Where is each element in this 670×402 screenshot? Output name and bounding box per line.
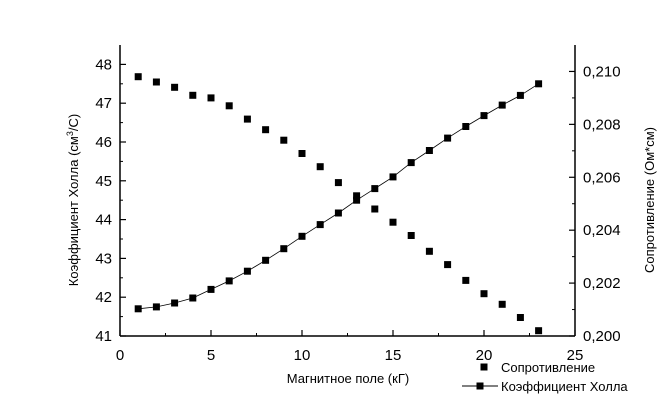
data-point-resistance [280,136,288,144]
y-left-tick-label: 46 [95,134,112,151]
y-axis-right-label: Сопротивление (Ом*см) [642,127,657,273]
x-tick-label: 5 [207,347,215,364]
data-point-resistance [389,218,397,226]
data-point-hall [498,101,506,109]
data-point-resistance [171,83,179,91]
data-point-resistance [516,314,524,321]
data-point-resistance [243,115,251,123]
data-point-resistance [189,91,197,99]
legend: Сопротивление Коэффициент Холла [462,360,628,394]
data-point-hall [516,91,524,99]
y-left-tick-label: 48 [95,56,112,73]
data-point-hall [371,185,379,193]
legend-marker-resistance [480,363,488,371]
data-point-resistance [207,94,215,102]
y-axis-left-label: Коэффициент Холла (см3/С) [65,114,81,286]
data-point-resistance [425,247,433,255]
data-point-hall [444,134,452,142]
data-point-resistance [225,102,233,110]
legend-marker-hall [476,382,484,390]
data-point-resistance [371,205,379,213]
y-right-tick-label: 0,206 [583,169,621,186]
data-point-resistance [480,290,488,298]
data-point-resistance [152,78,160,86]
legend-label-resistance: Сопротивление [501,360,595,375]
y-right-tick-label: 0,208 [583,116,621,133]
data-point-hall [134,305,142,313]
x-tick-label: 20 [476,347,493,364]
data-point-hall [280,245,288,253]
data-point-hall [462,123,470,130]
y-axis-left-label-sup: 3 [65,131,75,136]
y-left-tick-label: 42 [95,289,112,306]
y-right-tick-label: 0,210 [583,63,621,80]
x-tick-label: 15 [385,347,402,364]
data-point-resistance [316,163,324,171]
data-point-resistance [498,300,506,308]
legend-label-hall: Коэффициент Холла [501,379,628,394]
data-point-resistance [353,192,361,200]
x-axis-label: Магнитное поле (кГ) [287,371,409,386]
data-point-hall [189,294,197,302]
data-point-resistance [407,232,415,239]
data-point-hall [243,267,251,275]
data-point-resistance [134,73,142,81]
data-point-hall [152,303,160,311]
y-left-tick-label: 41 [95,328,112,345]
y-right-tick-label: 0,200 [583,328,621,345]
data-point-hall [480,112,488,120]
series-layer [134,73,543,335]
y-right-tick-label: 0,202 [583,275,621,292]
data-point-hall [407,159,415,167]
x-tick-label: 25 [567,347,584,364]
data-point-resistance [462,276,470,284]
y-axis-left-label-suffix: /С) [66,114,81,131]
x-tick-label: 10 [294,347,311,364]
data-point-hall [334,209,342,217]
data-point-hall [425,147,433,154]
data-point-hall [535,80,543,88]
data-point-hall [207,285,215,293]
y-right-tick-label: 0,204 [583,222,621,239]
series-line-hall [138,83,539,310]
data-point-hall [389,173,397,181]
data-point-hall [225,277,233,285]
data-point-hall [171,299,179,307]
data-point-hall [353,196,361,204]
data-point-resistance [334,179,342,187]
data-point-resistance [535,327,543,335]
y-left-tick-label: 45 [95,173,112,190]
data-point-resistance [298,150,306,157]
data-point-resistance [444,261,452,269]
y-left-tick-label: 44 [95,212,112,229]
y-left-tick-label: 47 [95,95,112,112]
x-tick-label: 0 [116,347,124,364]
data-point-hall [316,221,324,229]
y-left-tick-label: 43 [95,250,112,267]
data-point-hall [298,232,306,240]
axes: 0 5 10 15 20 25 41 42 43 44 45 46 47 48 0,200 0,202 0,20… [95,45,621,364]
data-point-hall [262,256,270,264]
y-axis-left-label-prefix: Коэффициент Холла (см [66,136,81,286]
data-point-resistance [262,126,270,134]
